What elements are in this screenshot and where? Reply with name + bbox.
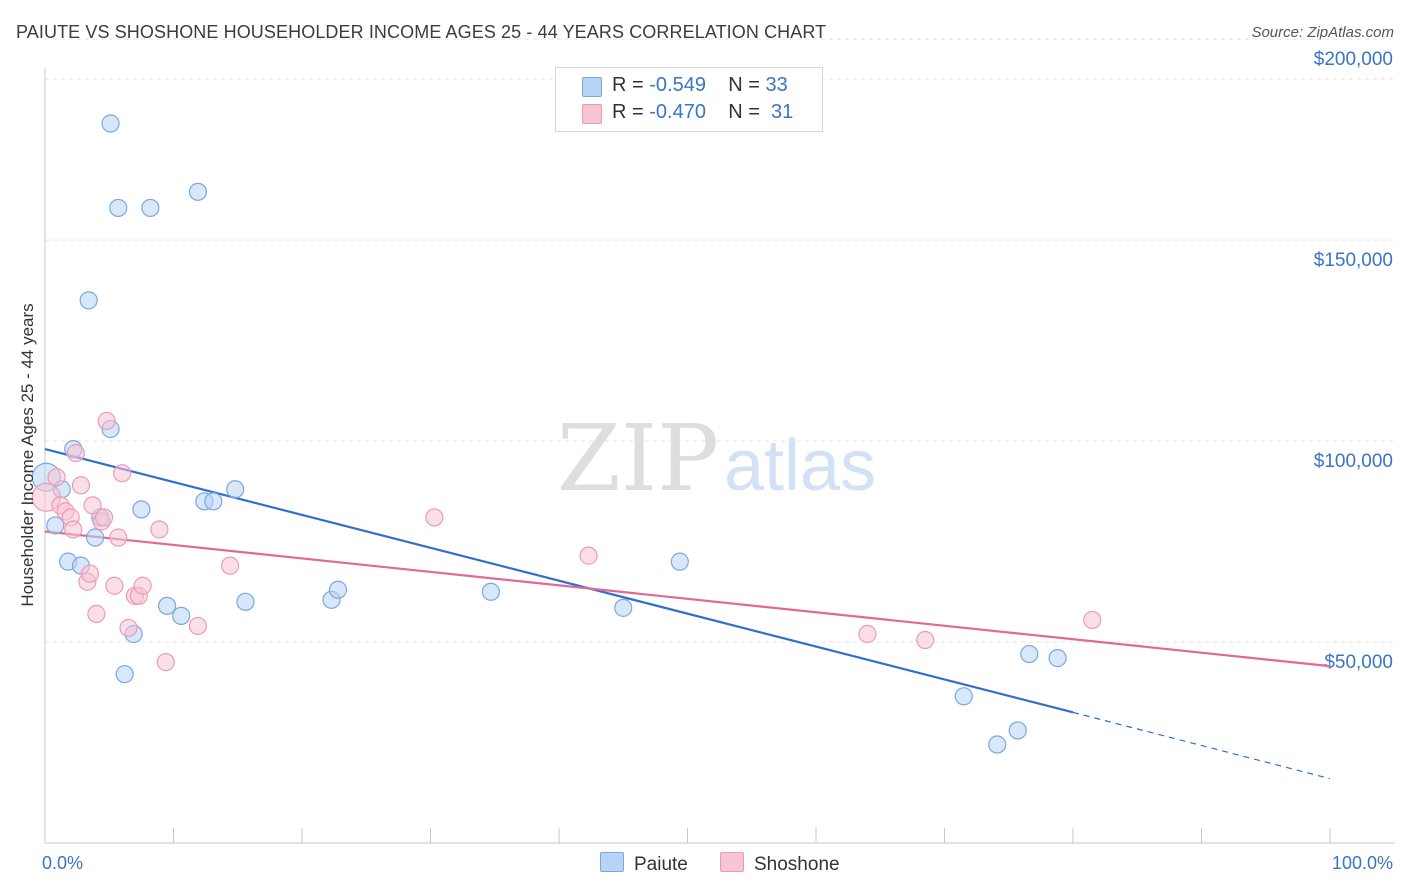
- y-tick-label: $50,000: [1324, 652, 1393, 673]
- shoshone-r-label: R =: [612, 101, 644, 123]
- watermark-zip: ZIP: [557, 405, 719, 512]
- paiute-point: [1020, 644, 1039, 664]
- shoshone-point: [220, 556, 240, 575]
- paiute-legend-swatch: [600, 852, 624, 872]
- shoshone-point: [156, 653, 175, 672]
- source-label: Source: ZipAtlas.com: [1251, 24, 1394, 41]
- paiute-point: [132, 500, 151, 519]
- paiute-n-value: 33: [765, 74, 788, 96]
- watermark: ZIP atlas: [557, 405, 876, 512]
- bottom-legend-paiute: Paiute: [600, 852, 688, 876]
- paiute-point: [115, 665, 134, 684]
- paiute-point: [670, 552, 689, 571]
- shoshone-point: [66, 444, 85, 463]
- paiute-swatch: [582, 77, 602, 97]
- shoshone-point: [47, 468, 66, 487]
- paiute-point: [1008, 721, 1027, 740]
- paiute-point: [481, 582, 500, 601]
- points-layer: [31, 114, 1102, 754]
- paiute-point: [46, 516, 65, 535]
- paiute-trend-extension: [1072, 711, 1331, 780]
- paiute-point: [79, 291, 98, 310]
- paiute-point: [328, 580, 348, 599]
- shoshone-point: [80, 564, 100, 583]
- bottom-legend-shoshone: Shoshone: [720, 852, 840, 876]
- shoshone-point: [858, 624, 877, 644]
- shoshone-swatch: [582, 104, 602, 124]
- y-tick-label: $100,000: [1314, 451, 1393, 472]
- shoshone-point: [425, 508, 444, 527]
- shoshone-legend-label: Shoshone: [754, 854, 840, 875]
- paiute-r-label: R =: [612, 74, 644, 96]
- paiute-point: [157, 596, 177, 615]
- shoshone-point: [95, 508, 114, 527]
- shoshone-n-value: 31: [771, 101, 794, 123]
- correlation-legend: R = -0.549 N = 33 R = -0.470 N = 31: [555, 67, 823, 132]
- paiute-point: [101, 114, 120, 133]
- x-tick-label-min: 0.0%: [42, 853, 83, 873]
- paiute-legend-label: Paiute: [634, 854, 688, 875]
- paiute-point: [1048, 649, 1067, 668]
- shoshone-n-label: N =: [728, 101, 760, 123]
- shoshone-point: [188, 616, 208, 636]
- paiute-point: [141, 198, 160, 218]
- chart-title: PAIUTE VS SHOSHONE HOUSEHOLDER INCOME AG…: [16, 22, 827, 42]
- x-tick-label-max: 100.0%: [1332, 853, 1393, 873]
- shoshone-point: [64, 520, 83, 539]
- shoshone-point: [71, 476, 91, 495]
- shoshone-point: [87, 604, 106, 623]
- paiute-point: [954, 687, 973, 706]
- paiute-point: [236, 592, 255, 611]
- shoshone-legend-swatch: [720, 852, 744, 872]
- y-tick-label: $200,000: [1314, 49, 1393, 70]
- shoshone-point: [105, 576, 124, 595]
- paiute-point: [172, 606, 191, 625]
- shoshone-point: [97, 411, 116, 431]
- shoshone-point: [109, 528, 128, 547]
- watermark-atlas: atlas: [724, 426, 876, 506]
- axes-layer: 0.0% 100.0%: [42, 68, 1395, 873]
- paiute-point: [109, 198, 128, 218]
- shoshone-r-value: -0.470: [649, 101, 706, 123]
- paiute-point: [204, 492, 223, 511]
- paiute-n-label: N =: [728, 74, 760, 96]
- shoshone-point: [133, 576, 152, 595]
- shoshone-point: [119, 618, 138, 638]
- shoshone-point: [916, 630, 935, 650]
- shoshone-point: [150, 520, 169, 539]
- grid-layer: $50,000 $100,000 $150,000 $200,000: [45, 38, 1395, 673]
- paiute-point: [86, 528, 105, 547]
- y-tick-label: $150,000: [1314, 250, 1393, 271]
- paiute-point: [226, 480, 245, 499]
- shoshone-trend-line: [44, 530, 1331, 668]
- paiute-point: [988, 735, 1007, 754]
- y-axis-label: Householder Income Ages 25 - 44 years: [18, 303, 37, 606]
- shoshone-point: [1083, 610, 1102, 630]
- shoshone-point: [83, 496, 102, 515]
- paiute-point: [614, 598, 633, 617]
- paiute-point: [188, 182, 208, 201]
- shoshone-point: [112, 464, 132, 483]
- paiute-r-value: -0.549: [649, 74, 706, 96]
- shoshone-point: [579, 546, 598, 565]
